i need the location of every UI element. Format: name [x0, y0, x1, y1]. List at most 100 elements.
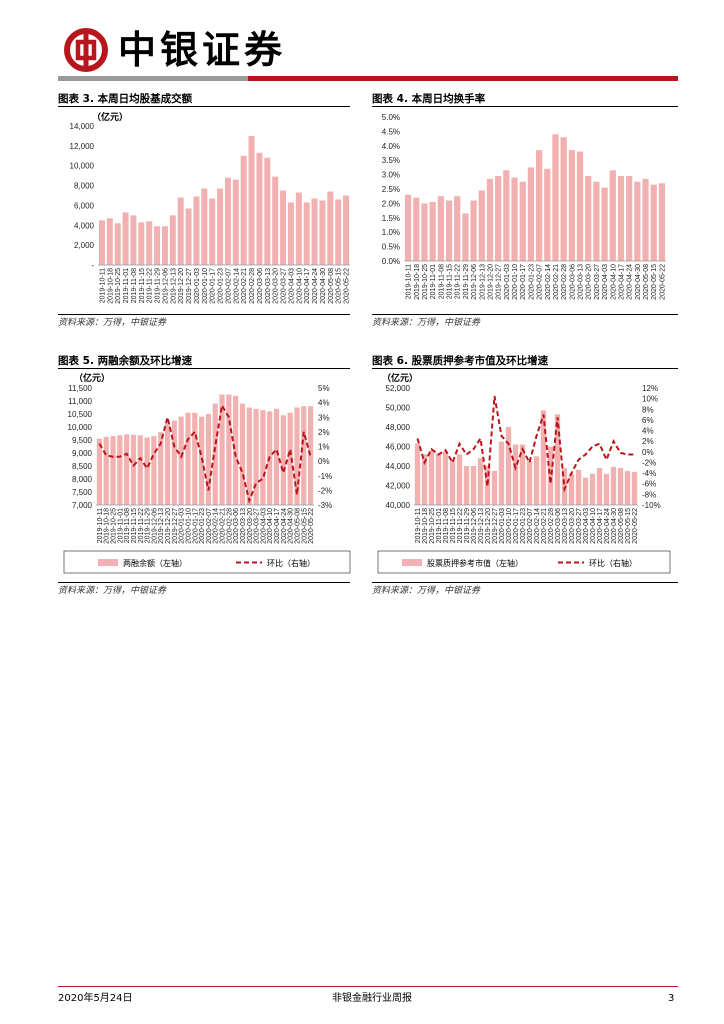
x-tick-label: 2020-01-23 [199, 508, 206, 544]
footer-page-number: 3 [668, 993, 675, 1004]
figure-5-title: 图表 5. 两融余额及环比增速 [58, 355, 193, 367]
bar [404, 194, 412, 261]
x-tick-label: 2020-05-22 [632, 508, 639, 544]
x-tick-label: 2019-11-01 [430, 264, 437, 299]
bar [137, 435, 143, 505]
bar [491, 470, 498, 505]
bar [658, 183, 666, 261]
x-tick-label: 2020-02-14 [534, 508, 541, 544]
x-tick-label: 2020-05-08 [618, 508, 625, 544]
x-tick-label: 2020-01-10 [506, 508, 513, 544]
figure-3-source: 资料来源：万得，中银证券 [58, 318, 167, 328]
x-tick-label: 2019-10-11 [99, 268, 106, 303]
x-tick-label: 2020-04-24 [627, 264, 634, 300]
bar [568, 473, 575, 505]
figure-5-title-rule [58, 368, 350, 369]
y-tick-label: 42,000 [386, 482, 411, 491]
x-tick-label: 2020-02-28 [249, 268, 256, 304]
footer-rule [58, 986, 678, 987]
bar [287, 202, 294, 265]
y-right-tick-label: 6% [642, 416, 654, 425]
bar [205, 414, 211, 505]
x-tick-label: 2020-02-21 [220, 508, 227, 544]
legend-label-line: 环比（右轴） [589, 558, 637, 568]
bar [456, 454, 463, 505]
x-tick-label: 2019-11-29 [145, 508, 152, 543]
figure-4-source: 资料来源：万得，中银证券 [372, 318, 481, 328]
x-tick-label: 2019-10-18 [104, 508, 111, 544]
bar [609, 170, 616, 261]
bar [505, 427, 512, 505]
bar [260, 410, 266, 505]
figure-6-source-rule [372, 582, 678, 583]
x-tick-label: 2019-10-25 [111, 508, 118, 544]
bar [634, 181, 641, 261]
x-tick-label: 2020-02-07 [206, 508, 213, 544]
bar [560, 137, 567, 261]
y-axis-unit-label: （亿元） [74, 372, 110, 383]
bar [454, 196, 461, 261]
bar [303, 202, 310, 265]
footer-report-name: 非银金融行业周报 [332, 993, 412, 1004]
bar [561, 467, 568, 505]
bar [106, 218, 113, 265]
bar [477, 458, 484, 505]
bar [429, 201, 436, 261]
bar [593, 181, 600, 261]
x-tick-label: 2020-01-17 [520, 264, 527, 300]
bar [158, 432, 164, 505]
bar [484, 466, 491, 505]
x-tick-label: 2019-11-01 [436, 508, 443, 543]
bar [161, 226, 168, 265]
x-tick-label: 2020-01-23 [520, 508, 527, 544]
bar [462, 213, 469, 261]
x-tick-label: 2020-03-20 [247, 508, 254, 544]
x-tick-label: 2020-01-10 [512, 264, 519, 300]
x-tick-label: 2019-12-27 [496, 264, 503, 300]
bar [596, 467, 603, 505]
bar [527, 167, 535, 261]
bar [287, 412, 293, 505]
x-tick-label: 2020-05-08 [294, 508, 301, 544]
x-tick-label: 2020-01-03 [194, 268, 201, 304]
y-right-tick-label: 10% [642, 395, 658, 404]
x-tick-label: 2020-03-13 [562, 508, 569, 544]
bar [601, 187, 608, 261]
x-tick-label: 2019-10-25 [422, 264, 429, 300]
x-tick-label: 2019-11-29 [464, 508, 471, 543]
bar [526, 461, 533, 505]
bar [589, 473, 596, 505]
y-right-tick-label: -4% [642, 469, 656, 478]
bar [421, 454, 428, 505]
x-tick-label: 2020-04-24 [281, 508, 288, 544]
y-tick-label: 8,500 [72, 462, 93, 471]
y-right-tick-label: -1% [318, 472, 332, 481]
x-tick-label: 2019-12-20 [485, 508, 492, 544]
bar [610, 466, 617, 505]
bar [435, 453, 442, 505]
x-tick-label: 2020-03-06 [555, 508, 562, 544]
bar [185, 208, 192, 265]
x-tick-label: 2019-11-15 [447, 264, 454, 299]
bar [122, 212, 129, 265]
bar [248, 135, 255, 265]
header-rule-red [248, 76, 678, 81]
line-series-mom [98, 402, 312, 504]
x-tick-label: 2019-11-22 [455, 264, 462, 299]
figure-6-source: 资料来源：万得，中银证券 [372, 586, 481, 596]
x-tick-label: 2020-05-15 [336, 268, 343, 304]
y-right-tick-label: 0% [318, 457, 330, 466]
x-tick-label: 2019-11-15 [139, 268, 146, 303]
figure-3-title: 图表 3. 本周日均股基成交额 [58, 93, 193, 105]
x-tick-label: 2019-11-22 [138, 508, 145, 543]
x-tick-label: 2020-03-06 [257, 268, 264, 304]
y-right-tick-label: -6% [642, 480, 656, 489]
y-tick-label: 10,000 [70, 162, 95, 171]
line-series-mom [416, 395, 635, 493]
bar [146, 221, 153, 265]
x-tick-label: 2020-02-28 [548, 508, 555, 544]
bar [294, 407, 300, 505]
bar [428, 450, 435, 505]
x-tick-label: 2020-03-13 [265, 268, 272, 304]
bar [201, 188, 208, 265]
